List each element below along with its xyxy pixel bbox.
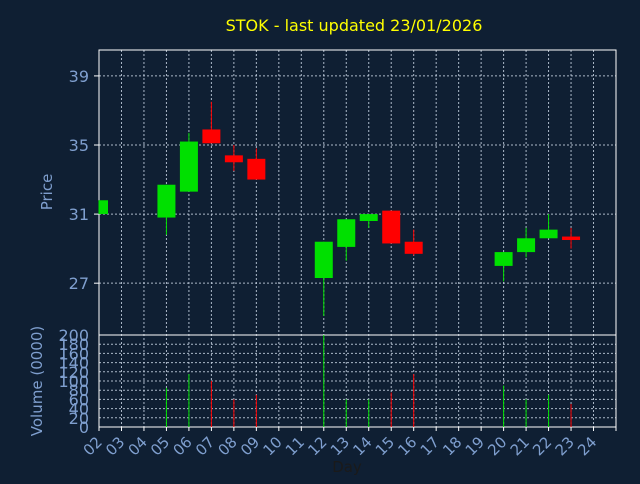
- candle-body-06: [179, 141, 198, 192]
- candle-body-12: [314, 241, 333, 278]
- price-tick-label: 31: [69, 205, 89, 224]
- volume-tick-label: 60: [69, 390, 89, 409]
- volume-tick-label: 100: [58, 372, 89, 391]
- candle-body-07: [202, 129, 221, 144]
- volume-tick-label: 160: [58, 344, 89, 363]
- candle-body-23: [562, 236, 581, 240]
- candle-body-14: [359, 214, 378, 221]
- volume-tick-label: 0: [79, 418, 89, 437]
- candle-body-21: [517, 238, 536, 253]
- x-axis-label: Day: [332, 458, 362, 476]
- candle-body-15: [382, 210, 401, 244]
- candle-body-20: [494, 252, 513, 266]
- x-tick-label: 24: [574, 433, 600, 459]
- chart-title: STOK - last updated 23/01/2026: [226, 16, 483, 35]
- volume-tick-label: 200: [58, 326, 89, 345]
- price-tick-label: 35: [69, 136, 89, 155]
- candle-body-09: [247, 158, 266, 180]
- candle-body-13: [337, 219, 356, 247]
- price-tick-label: 27: [69, 274, 89, 293]
- price-panel-frame: [98, 49, 617, 336]
- candle-body-22: [539, 229, 558, 239]
- price-axis-label: Price: [38, 174, 56, 211]
- candle-body-02: [99, 200, 108, 215]
- price-tick-label: 39: [69, 67, 89, 86]
- volume-panel-frame: [98, 334, 617, 428]
- volume-tick-label: 140: [58, 354, 89, 373]
- candle-body-08: [224, 155, 243, 163]
- volume-tick-label: 20: [69, 409, 89, 428]
- volume-tick-label: 120: [58, 363, 89, 382]
- volume-tick-label: 180: [58, 335, 89, 354]
- volume-axis-label: Volume (0000): [28, 326, 46, 436]
- volume-tick-label: 40: [69, 400, 89, 419]
- volume-tick-label: 80: [69, 381, 89, 400]
- candle-body-16: [404, 241, 423, 254]
- candle-body-05: [157, 184, 176, 218]
